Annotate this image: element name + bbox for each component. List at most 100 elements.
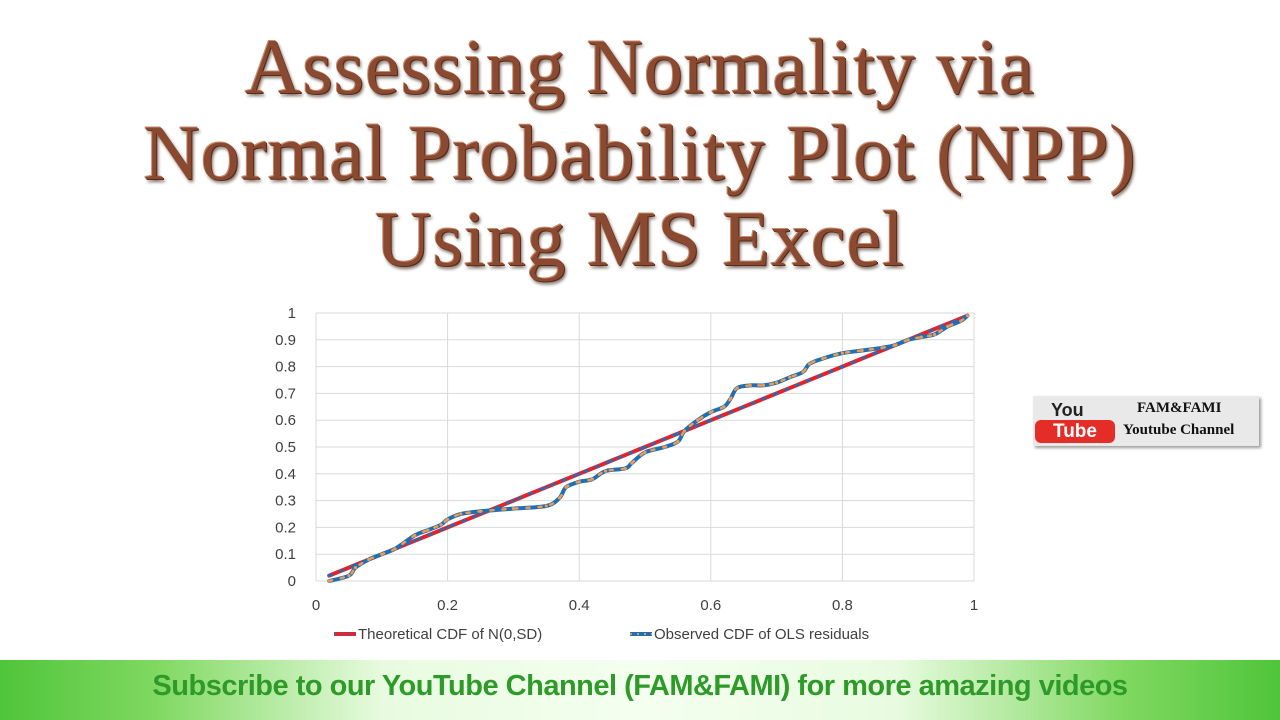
y-tick-label-8: 0.8 [275,359,296,376]
y-tick-label-5: 0.5 [275,439,296,456]
video-title: Assessing Normality via Normal Probabili… [0,24,1280,282]
x-tick-label-3: 0.6 [700,597,721,614]
series-1-point-18 [603,469,608,473]
title-line-3: Using MS Excel [375,195,905,282]
series-1-point-1 [347,574,351,578]
series-1-point-28 [728,397,733,401]
series-0-point-4 [446,525,450,530]
series-1-point-16 [577,480,581,484]
series-0-point-17 [873,351,877,355]
youtube-you-text: You [1051,400,1084,420]
series-1-point-43 [932,332,937,337]
chart-grid [315,312,975,582]
series-1-point-17 [590,477,594,481]
series-1-point-0 [327,579,331,583]
series-1-point-6 [413,533,417,538]
y-tick-label-4: 0.4 [275,466,296,483]
series-1-point-46 [965,314,970,318]
series-0-point-14 [775,391,779,395]
series-0-point-10 [643,445,647,449]
legend-label-1: Observed CDF of OLS residuals [654,626,869,643]
series-1-point-14 [557,496,562,500]
channel-name: FAM&FAMI [1137,400,1222,416]
series-0-point-3 [413,539,417,543]
series-1-point-41 [906,338,910,342]
series-1-point-35 [807,362,812,366]
series-1-point-33 [788,375,792,379]
chart-series [327,313,970,583]
y-tick-label-0: 0 [288,573,296,590]
series-1-point-5 [393,547,397,551]
subscribe-banner[interactable]: Subscribe to our YouTube Channel (FAM&FA… [0,660,1280,720]
series-0-point-15 [807,378,812,382]
title-line-2: Normal Probability Plot (NPP) [143,109,1137,196]
series-1-point-7 [426,528,430,532]
series-1-point-15 [564,485,568,489]
series-dash-0 [327,314,969,577]
series-0-point-12 [709,418,713,422]
series-1-point-3 [367,557,371,562]
series-1-point-30 [748,383,752,387]
series-0-point-7 [544,485,548,489]
series-0-point-13 [742,405,746,409]
series-0-point-11 [676,432,680,436]
x-tick-label-5: 1 [970,597,978,614]
subscribe-text: Subscribe to our YouTube Channel (FAM&FA… [152,670,1128,702]
series-1-point-2 [353,566,358,570]
series-1-point-31 [761,383,766,387]
x-axis-ticks: 0 0.2 0.4 0.6 0.8 1 [312,597,978,614]
series-1-point-13 [544,504,548,508]
series-0-point-8 [577,472,581,476]
title-line-1: Assessing Normality via [245,23,1035,110]
series-1-point-4 [380,552,384,556]
series-1-point-38 [860,348,864,353]
series-0-point-19 [939,324,943,328]
series-1-point-44 [946,324,950,328]
x-tick-label-2: 0.4 [569,597,590,614]
series-1-point-8 [439,523,443,527]
series-line-0 [327,313,970,578]
series-1-point-29 [735,386,739,390]
channel-label: Youtube Channel [1123,422,1235,438]
series-0-point-0 [327,574,331,578]
series-1-point-21 [643,450,647,454]
series-1-point-26 [709,410,713,414]
series-1-point-36 [821,356,825,361]
series-1-point-24 [682,429,687,433]
series-1-point-23 [676,440,680,444]
x-tick-label-0: 0 [312,597,320,614]
y-tick-label-10: 1 [288,305,296,322]
series-1-point-45 [959,319,963,323]
y-tick-label-3: 0.3 [275,493,296,510]
series-1-point-22 [663,445,667,449]
series-1-point-11 [478,509,483,513]
y-tick-label-6: 0.6 [275,412,296,429]
y-tick-label-1: 0.1 [275,546,296,563]
x-tick-label-4: 0.8 [832,597,853,614]
legend-label-0: Theoretical CDF of N(0,SD) [358,626,542,643]
y-axis-ticks: 0 0.1 0.2 0.3 0.4 0.5 0.6 0.7 0.8 0.9 1 [275,305,296,590]
series-0-point-9 [610,458,614,462]
youtube-logo-icon: Tube [1035,420,1115,443]
series-1-point-37 [840,351,845,355]
series-1-point-12 [511,507,515,511]
y-tick-label-9: 0.9 [275,332,296,349]
series-1-point-25 [696,418,700,422]
series-1-point-9 [446,517,450,521]
y-tick-label-2: 0.2 [275,519,296,536]
series-1-point-39 [880,346,884,350]
series-0-point-6 [511,499,515,503]
series-1-point-20 [630,461,634,465]
npp-chart: 0 0.1 0.2 0.3 0.4 0.5 0.6 0.7 0.8 0.9 1 0 0.2 0.4 0.6… [275,305,978,643]
series-1-point-40 [893,343,897,347]
series-1-point-34 [801,370,805,374]
x-tick-label-1: 0.2 [437,597,458,614]
series-1-point-42 [919,335,923,339]
series-0-point-16 [840,365,845,369]
series-1-point-27 [722,405,726,409]
chart-legend: Theoretical CDF of N(0,SD) Observed CDF o… [334,626,869,643]
series-1-point-19 [623,466,627,471]
youtube-channel-badge[interactable]: You Tube FAM&FAMI Youtube Channel [1033,396,1259,446]
series-1-point-10 [459,512,463,516]
y-tick-label-7: 0.7 [275,385,296,402]
